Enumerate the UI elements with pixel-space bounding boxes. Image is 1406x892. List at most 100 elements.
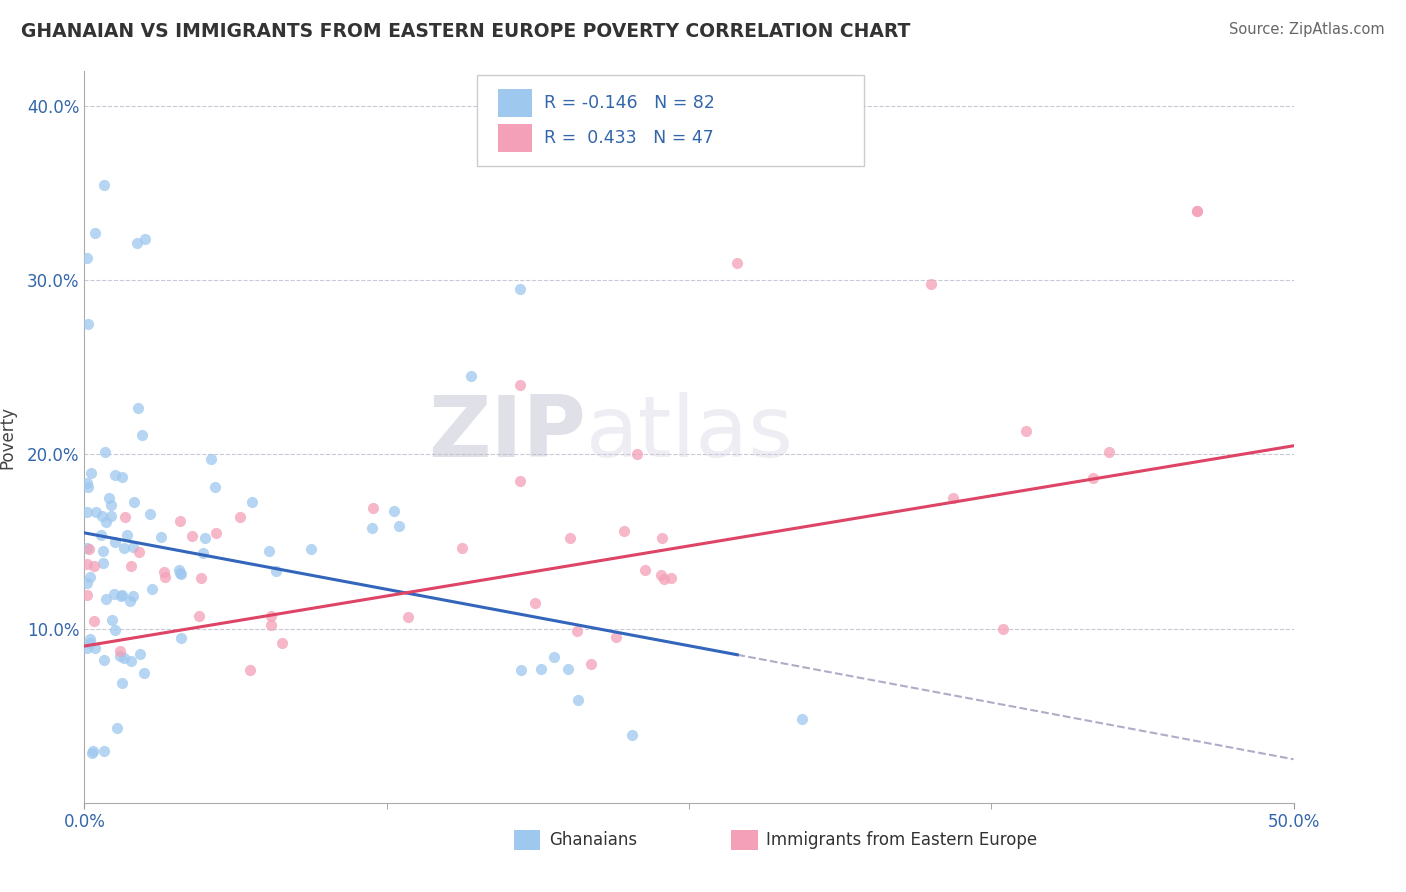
- Point: [169, 514, 191, 528]
- Point: [1185, 203, 1208, 218]
- Point: [104, 535, 127, 549]
- Point: [112, 541, 135, 556]
- Point: [93, 653, 115, 667]
- Point: [450, 541, 472, 556]
- Point: [271, 636, 294, 650]
- Point: [76, 504, 98, 518]
- Point: [790, 713, 813, 727]
- Point: [1081, 471, 1104, 485]
- Point: [100, 613, 122, 627]
- Point: [180, 529, 202, 543]
- Point: [169, 566, 191, 580]
- Point: [167, 563, 190, 577]
- Point: [91, 544, 114, 558]
- Point: [129, 647, 152, 661]
- Point: [509, 282, 531, 296]
- Point: [120, 558, 142, 573]
- Point: [200, 451, 222, 466]
- Point: [565, 624, 588, 638]
- Point: [1185, 203, 1208, 218]
- Point: [114, 510, 136, 524]
- Point: [110, 649, 132, 664]
- Text: Source: ZipAtlas.com: Source: ZipAtlas.com: [1229, 22, 1385, 37]
- Point: [83, 640, 105, 655]
- Text: R =  0.433   N = 47: R = 0.433 N = 47: [544, 129, 714, 147]
- Point: [84, 505, 107, 519]
- Point: [149, 530, 172, 544]
- Point: [76, 480, 98, 494]
- FancyBboxPatch shape: [478, 75, 865, 167]
- Text: GHANAIAN VS IMMIGRANTS FROM EASTERN EUROPE POVERTY CORRELATION CHART: GHANAIAN VS IMMIGRANTS FROM EASTERN EURO…: [21, 22, 911, 41]
- Point: [187, 609, 209, 624]
- Point: [139, 507, 162, 521]
- Point: [76, 251, 98, 265]
- Point: [104, 624, 127, 638]
- Point: [626, 447, 648, 461]
- Point: [121, 590, 143, 604]
- Point: [134, 231, 156, 245]
- Point: [91, 508, 114, 523]
- Point: [920, 277, 942, 291]
- Point: [509, 377, 531, 392]
- Point: [509, 663, 531, 677]
- Point: [460, 369, 482, 384]
- Point: [79, 570, 101, 584]
- Point: [128, 544, 150, 558]
- Bar: [498, 89, 531, 117]
- Point: [93, 178, 115, 192]
- Point: [543, 649, 565, 664]
- Point: [652, 572, 675, 586]
- Point: [239, 663, 262, 677]
- Point: [83, 614, 105, 628]
- Bar: [498, 124, 531, 152]
- Point: [993, 622, 1015, 636]
- Point: [384, 504, 406, 518]
- Point: [84, 226, 107, 240]
- Point: [76, 575, 98, 590]
- Point: [105, 721, 128, 735]
- Point: [557, 662, 579, 676]
- Point: [108, 644, 131, 658]
- Point: [80, 467, 103, 481]
- Point: [80, 747, 103, 761]
- Point: [93, 743, 115, 757]
- Point: [118, 594, 141, 608]
- Y-axis label: Poverty: Poverty: [0, 406, 15, 468]
- Point: [229, 509, 252, 524]
- Point: [79, 632, 101, 647]
- Point: [110, 589, 132, 603]
- Point: [91, 557, 114, 571]
- Point: [942, 491, 965, 505]
- Point: [396, 610, 419, 624]
- Point: [111, 588, 134, 602]
- Point: [127, 401, 149, 415]
- Point: [97, 491, 120, 505]
- Point: [579, 657, 602, 671]
- Point: [103, 587, 125, 601]
- Point: [127, 236, 149, 251]
- Point: [190, 571, 212, 585]
- Point: [509, 474, 531, 488]
- Point: [530, 663, 553, 677]
- Text: Ghanaians: Ghanaians: [548, 831, 637, 849]
- Point: [1015, 424, 1038, 438]
- Point: [260, 609, 283, 624]
- Point: [567, 693, 589, 707]
- Point: [299, 542, 322, 557]
- Point: [122, 495, 145, 509]
- Point: [613, 524, 636, 539]
- Point: [257, 543, 280, 558]
- Point: [76, 557, 98, 571]
- Point: [725, 256, 748, 270]
- Point: [1098, 444, 1121, 458]
- Point: [100, 498, 122, 512]
- Point: [76, 317, 98, 331]
- Point: [153, 565, 176, 579]
- Point: [259, 618, 281, 632]
- Point: [76, 588, 98, 602]
- Point: [77, 542, 100, 557]
- Point: [170, 632, 193, 646]
- Point: [650, 567, 672, 582]
- Bar: [731, 830, 758, 850]
- Point: [170, 567, 193, 582]
